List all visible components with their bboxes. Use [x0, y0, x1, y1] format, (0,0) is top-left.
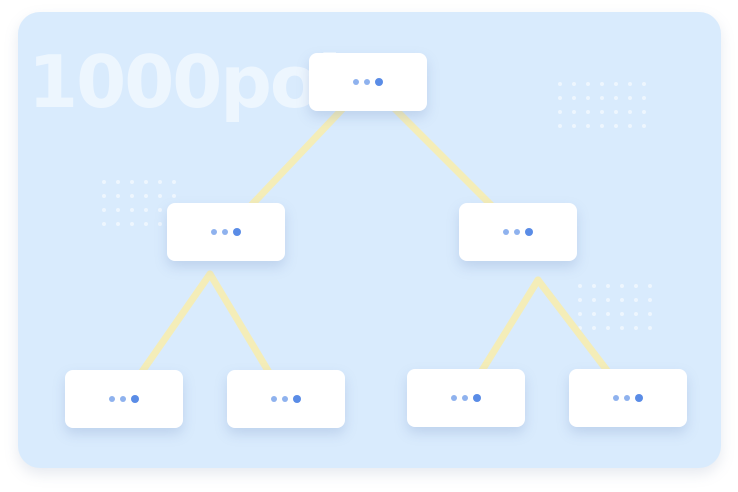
tree-node-left-right[interactable] [227, 370, 345, 428]
tree-node-right-left[interactable] [407, 369, 525, 427]
tree-node-root[interactable] [309, 53, 427, 111]
tree-node-left-left[interactable] [65, 370, 183, 428]
diagram-card: 1000point [18, 12, 721, 468]
dot-pattern-right [578, 284, 652, 330]
tree-node-right-right[interactable] [569, 369, 687, 427]
tree-node-right[interactable] [459, 203, 577, 261]
tree-node-left[interactable] [167, 203, 285, 261]
dot-pattern-top-right [558, 82, 646, 128]
